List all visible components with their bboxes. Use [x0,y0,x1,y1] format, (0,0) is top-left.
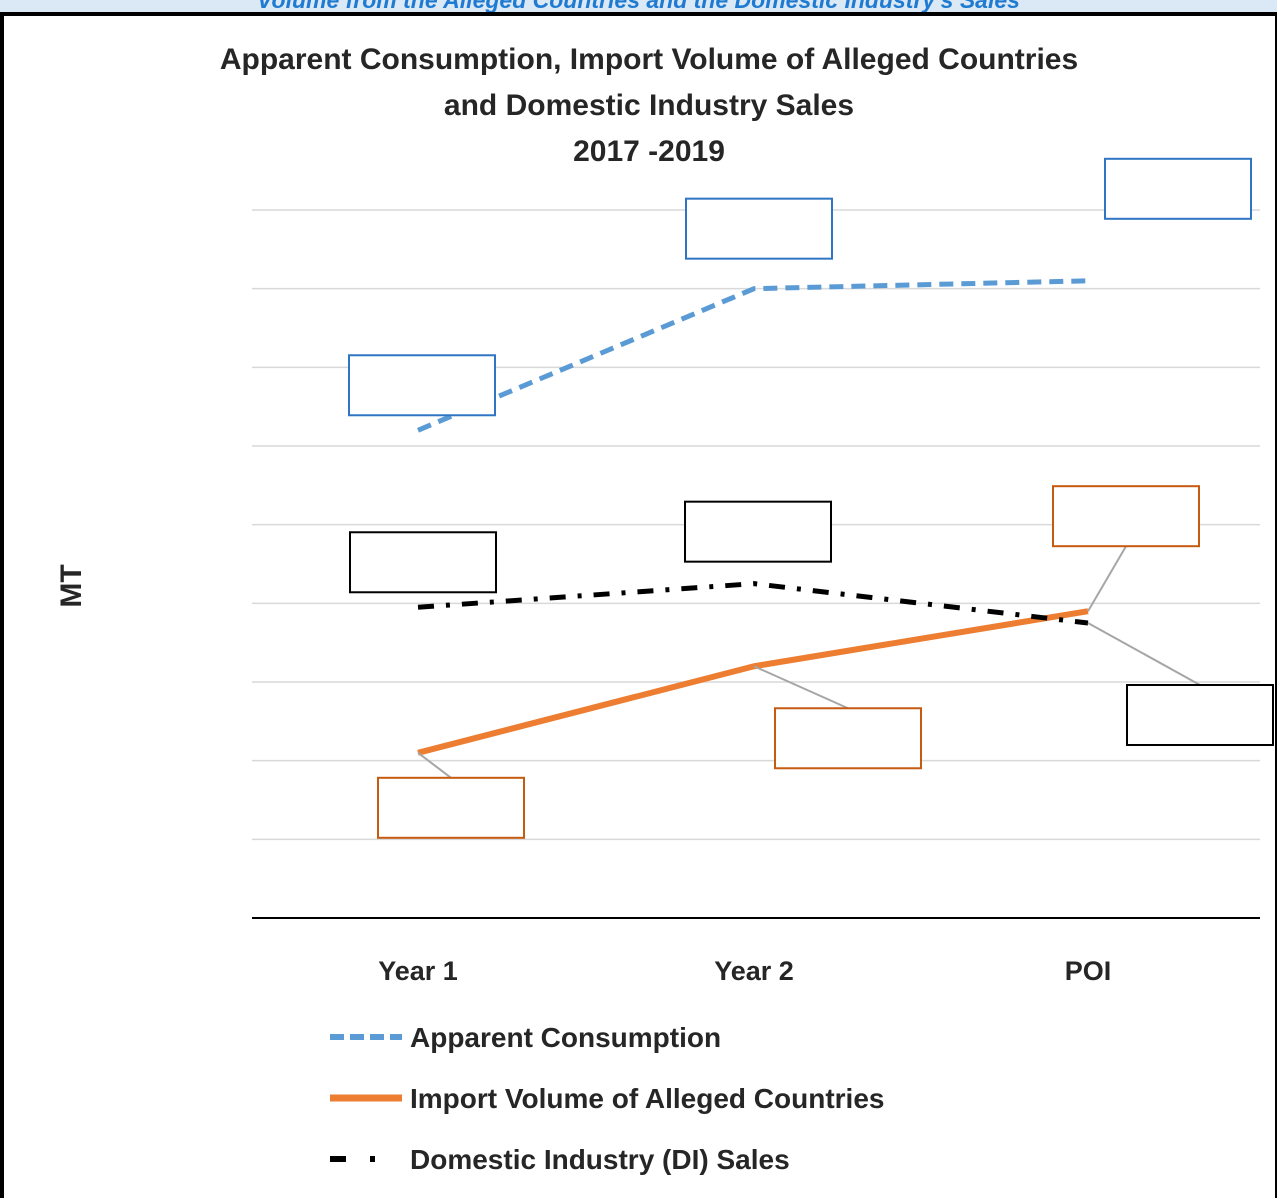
chart-title: Apparent Consumption, Import Volume of A… [220,43,1078,168]
x-tick-label: Year 2 [714,956,794,986]
chart-title-line-1: Apparent Consumption, Import Volume of A… [220,43,1078,76]
data-label-leader [753,665,849,710]
data-label-box [348,354,496,417]
data-labels [348,157,1274,839]
chart-title-line-3: 2017 -2019 [573,135,725,168]
series-line-3 [417,581,1089,626]
data-label-box [774,707,922,770]
top-banner: Volume from the Alleged Countries and th… [0,0,1277,12]
data-label-leader [1087,622,1201,686]
x-axis-ticks: Year 1 Year 2 POI [378,956,1111,986]
x-tick-label: POI [1065,956,1112,986]
chart-frame: Apparent Consumption, Import Volume of A… [0,12,1277,1198]
data-label-box [377,776,525,839]
x-tick-label: Year 1 [378,956,458,986]
data-label-box [685,197,833,260]
legend: Apparent Consumption Import Volume of All… [330,1022,884,1175]
data-label-box [1052,485,1200,548]
data-label-box [684,500,832,563]
banner-text: Volume from the Alleged Countries and th… [0,0,1277,12]
data-label-leader [417,752,452,779]
y-axis-label: MT [55,564,88,607]
data-label-box [1104,157,1252,220]
data-label-leader [1087,545,1127,612]
chart-title-line-2: and Domestic Industry Sales [444,89,854,122]
data-label-box [1126,684,1274,746]
legend-label: Domestic Industry (DI) Sales [410,1144,790,1175]
data-label-box [349,531,497,594]
legend-label: Import Volume of Alleged Countries [410,1083,884,1114]
series-line-1 [417,278,1089,433]
legend-label: Apparent Consumption [410,1022,721,1053]
line-chart: Apparent Consumption, Import Volume of A… [55,43,1274,1175]
